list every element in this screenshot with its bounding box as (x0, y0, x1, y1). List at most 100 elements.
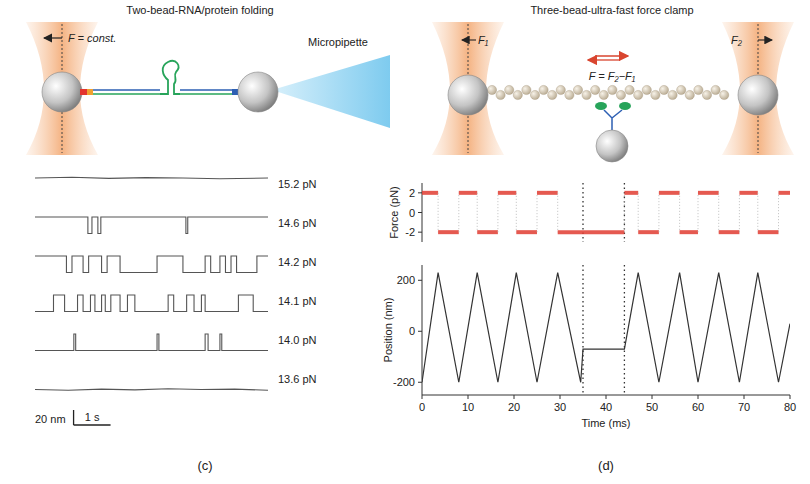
axis-title: Position (nm) (382, 298, 394, 363)
actin-subunit (599, 90, 608, 99)
actin-subunit (659, 85, 668, 94)
tick (514, 395, 515, 399)
force-segment (498, 191, 516, 195)
tick (418, 280, 422, 281)
y-axis (422, 265, 423, 395)
tick (422, 395, 423, 399)
force-segment (779, 191, 791, 195)
tick-label: 0 (419, 401, 425, 413)
transition (698, 193, 699, 232)
transition (757, 193, 758, 232)
transition (624, 193, 625, 232)
force-arrow (462, 39, 476, 40)
force-segment (438, 230, 459, 234)
tick (560, 395, 561, 399)
pipette-bead (238, 72, 278, 112)
optical-trap (722, 22, 794, 155)
transition (477, 193, 478, 232)
tick-label: 200 (397, 274, 415, 286)
micropipette (272, 55, 390, 128)
optical-trap (432, 22, 504, 155)
trace (35, 295, 268, 312)
tick (418, 212, 422, 213)
tick-label: 80 (784, 401, 796, 413)
actin-subunit (702, 90, 711, 99)
actin-subunit (694, 85, 703, 94)
force-segment (659, 191, 680, 195)
tick-label: -200 (393, 376, 415, 388)
trapped-bead (738, 75, 778, 115)
actin-subunit (616, 90, 625, 99)
tick (606, 395, 607, 399)
transition (679, 193, 680, 232)
force-segment (698, 191, 719, 195)
actin-subunit (539, 85, 548, 94)
actin-subunit (513, 90, 522, 99)
diagram-title: Two-bead-RNA/protein folding (126, 4, 273, 16)
force-segment (459, 191, 477, 195)
trace (35, 256, 268, 273)
trace-label: 14.0 pN (278, 334, 317, 346)
transition (458, 193, 459, 232)
force-data (422, 183, 790, 242)
tick-label: 0 (409, 325, 415, 337)
scale-bar (73, 410, 74, 425)
tick-label: 60 (692, 401, 704, 413)
actin-subunit (573, 85, 582, 94)
arrow (595, 55, 628, 56)
figure: Two-bead-RNA/protein foldingF = const.Mi… (0, 0, 810, 484)
actin-subunit (668, 90, 677, 99)
actin-subunit (642, 85, 651, 94)
actin-subunit (522, 85, 531, 94)
actin-subunit (487, 85, 496, 94)
marker-line (582, 265, 583, 395)
actin-subunit (625, 85, 634, 94)
trace-label: 13.6 pN (278, 373, 317, 385)
tick (418, 382, 422, 383)
scale-label: 1 s (85, 411, 100, 423)
panel-c: 15.2 pN14.6 pN14.2 pN14.1 pN14.0 pN13.6 … (35, 177, 317, 473)
tick-label: 70 (738, 401, 750, 413)
force-label: F₁ (478, 34, 489, 46)
force-segment (624, 191, 638, 195)
force-segment (558, 230, 625, 234)
force-segment (638, 230, 659, 234)
tick-label: 40 (600, 401, 612, 413)
transition (557, 193, 558, 232)
myosin-head (595, 102, 607, 110)
surface-bead (596, 130, 628, 162)
actin-subunit (582, 90, 591, 99)
panel-label: (d) (598, 458, 614, 473)
force-label: F = const. (68, 32, 116, 44)
force-segment (516, 230, 537, 234)
rna-hairpin (160, 61, 180, 94)
actin-subunit (591, 85, 600, 94)
trace-label: 14.2 pN (278, 256, 317, 268)
trace-label: 15.2 pN (278, 178, 317, 190)
force-segment (537, 191, 558, 195)
traces (35, 177, 268, 390)
tick (652, 395, 653, 399)
trace-label: 14.1 pN (278, 295, 317, 307)
tick (418, 331, 422, 332)
tick-label: 20 (508, 401, 520, 413)
actin-subunit (677, 85, 686, 94)
actin-subunit (608, 85, 617, 94)
tick-label: 2 (409, 187, 415, 199)
diagrams: Two-bead-RNA/protein foldingF = const.Mi… (26, 4, 794, 162)
actin-subunit (634, 90, 643, 99)
force-segment (477, 230, 498, 234)
panel-d-position: -200020001020304050607080Time (ms)Positi… (382, 265, 796, 473)
trace (35, 177, 268, 179)
marker-line (624, 265, 625, 395)
dna-handle (93, 93, 160, 95)
diagram-title: Three-bead-ultra-fast force clamp (530, 4, 693, 16)
tick (698, 395, 699, 399)
transition (438, 193, 439, 232)
force-label: F₂ (731, 34, 743, 46)
tick-label: -2 (405, 226, 415, 238)
transition (658, 193, 659, 232)
trace (35, 217, 268, 234)
position-data (422, 265, 790, 395)
actin-subunit (651, 90, 660, 99)
